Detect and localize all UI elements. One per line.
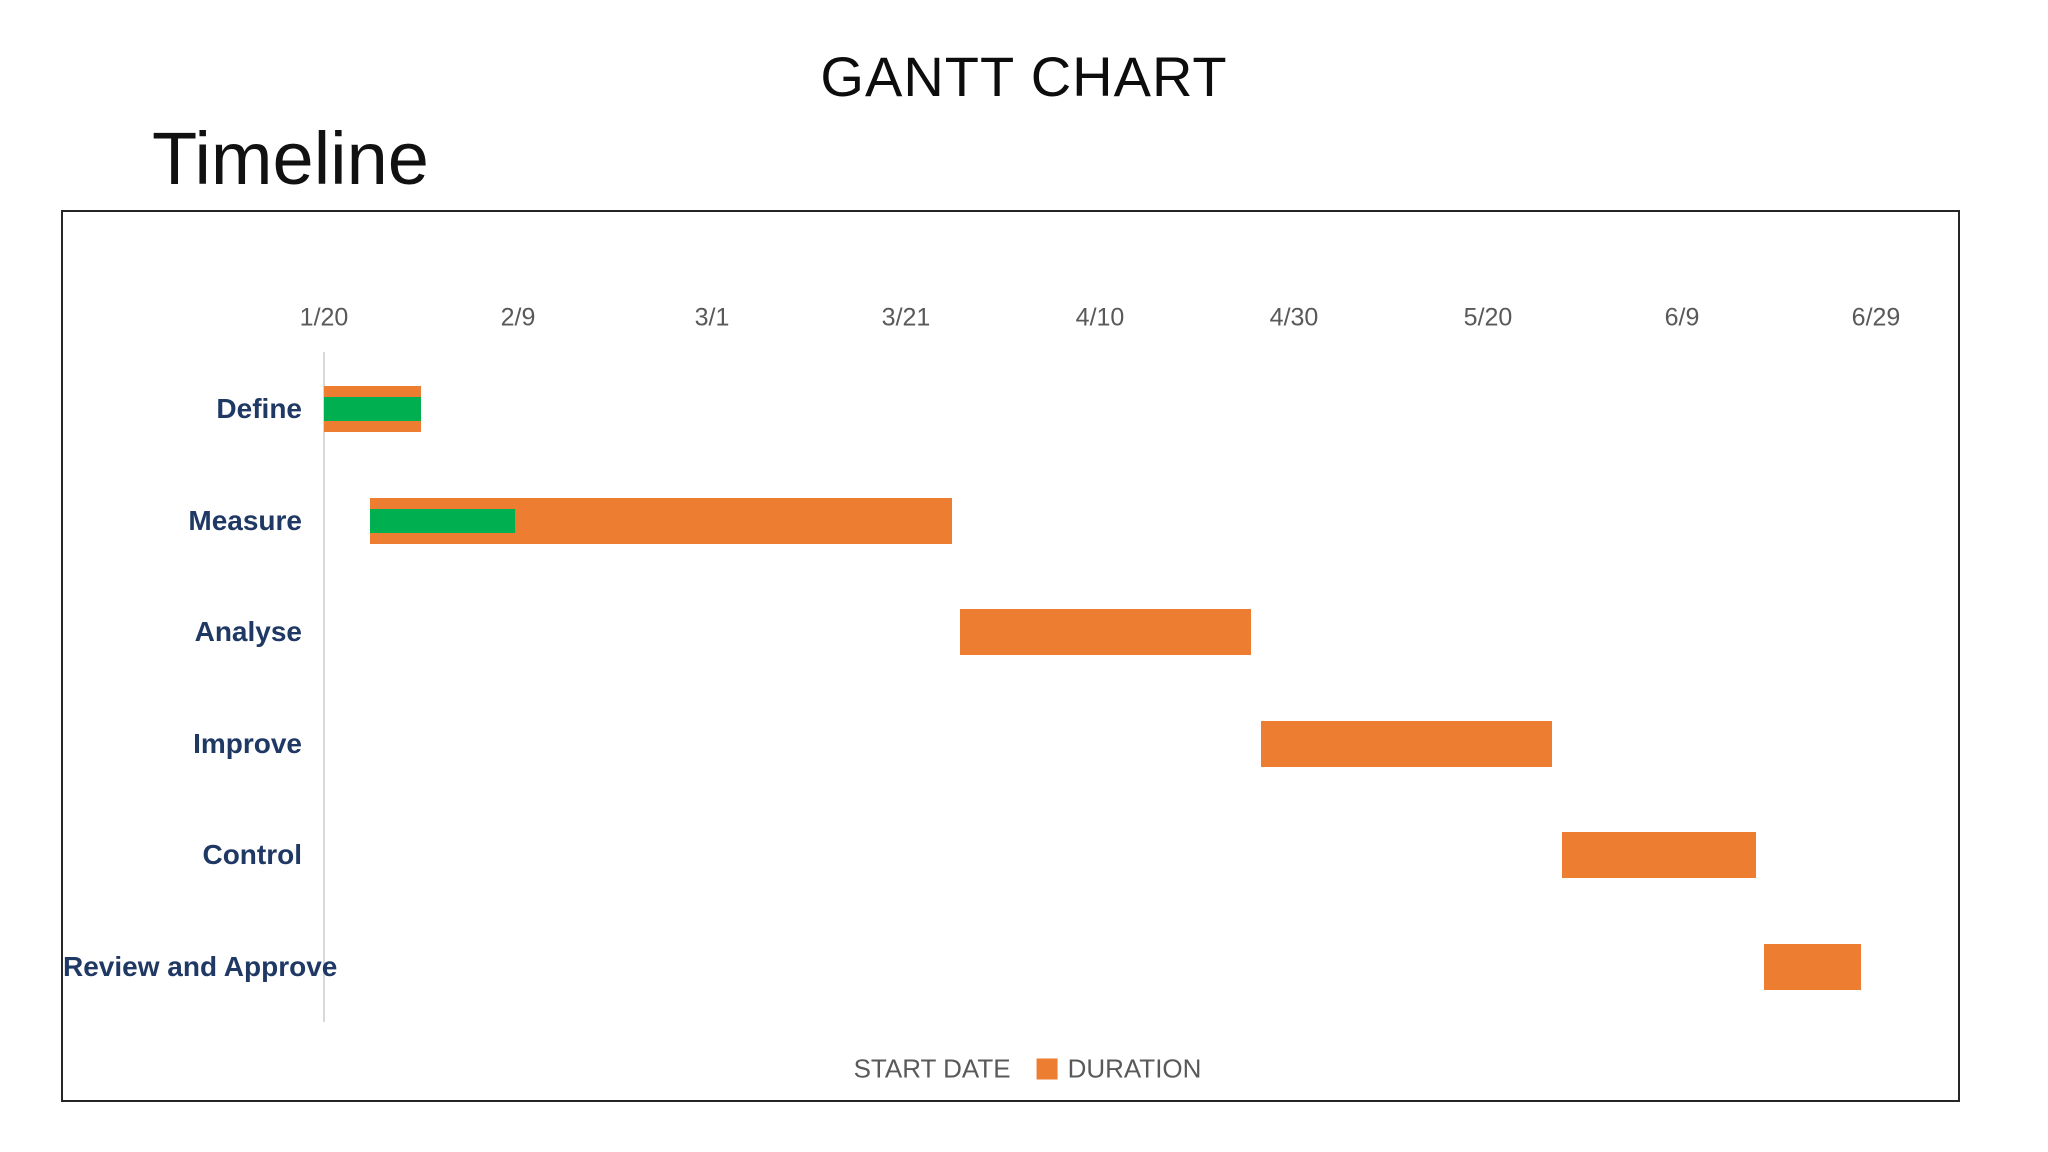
- task-label: Improve: [193, 727, 302, 759]
- x-axis-tick-label: 3/21: [881, 303, 931, 332]
- duration-bar: [1764, 943, 1862, 990]
- chart-title: GANTT CHART: [820, 45, 1228, 108]
- legend: START DATE DURATION: [823, 1054, 1202, 1085]
- x-axis-tick-label: 5/20: [1463, 303, 1513, 332]
- gantt-chart-area: 1/20 2/9 3/1 3/21 4/10 4/30 5/20 6/9 6/29 Define…: [61, 210, 1960, 1102]
- x-axis-tick-label: 4/30: [1269, 303, 1319, 332]
- x-axis-tick-label: 6/29: [1851, 303, 1901, 332]
- task-label: Analyse: [194, 616, 302, 647]
- legend-item: DURATION: [1036, 1053, 1202, 1085]
- y-axis-line: [323, 352, 325, 1022]
- legend-label: DURATION: [1067, 1053, 1202, 1084]
- task-label: Control: [202, 839, 302, 870]
- duration-bar: [960, 609, 1252, 655]
- legend-item: START DATE: [823, 1054, 1011, 1085]
- x-axis-tick-label: 1/20: [299, 303, 349, 332]
- start-date-swatch: [823, 1059, 844, 1080]
- progress-bar: [324, 397, 421, 421]
- duration-bar: [1261, 720, 1553, 767]
- legend-label: START DATE: [853, 1053, 1011, 1084]
- task-label: Define: [216, 393, 302, 424]
- duration-swatch: [1036, 1058, 1058, 1080]
- x-axis-tick-label: 2/9: [500, 303, 536, 332]
- x-axis-tick-label: 4/10: [1075, 303, 1125, 332]
- progress-bar: [369, 508, 516, 533]
- task-label: Review and Approve: [63, 950, 338, 982]
- timeline-heading: Timeline: [152, 117, 429, 200]
- task-label: Measure: [188, 504, 302, 536]
- duration-bar: [1561, 832, 1756, 878]
- x-axis-tick-label: 3/1: [694, 303, 730, 332]
- x-axis-tick-label: 6/9: [1664, 303, 1700, 332]
